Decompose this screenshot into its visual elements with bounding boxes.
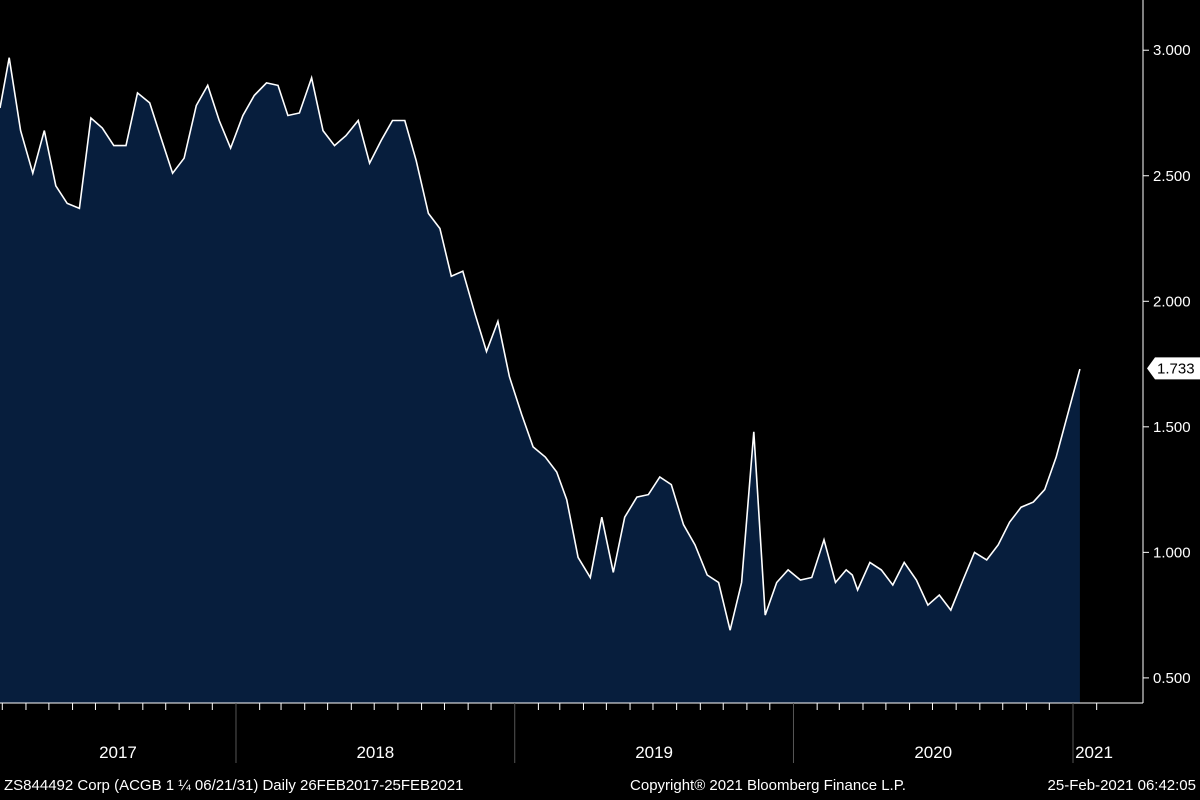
series-line bbox=[0, 57, 1081, 631]
last-value-marker: 1.733 bbox=[1147, 357, 1200, 380]
last-value-tag bbox=[1147, 357, 1200, 380]
y-axis-ticks: 0.500 1.000 1.500 2.000 2.500 3.000 bbox=[1143, 42, 1191, 687]
y-tick-label: 2.000 bbox=[1153, 293, 1191, 310]
footer: ZS844492 Corp (ACGB 1 ¼ 06/21/31) Daily … bbox=[4, 777, 1196, 794]
x-year-label: 2017 bbox=[99, 743, 137, 762]
y-tick-label: 1.000 bbox=[1153, 544, 1191, 561]
x-year-label: 2019 bbox=[635, 743, 673, 762]
y-tick-label: 1.500 bbox=[1153, 419, 1191, 436]
y-tick-label: 3.000 bbox=[1153, 42, 1191, 59]
y-tick-label: 0.500 bbox=[1153, 670, 1191, 687]
x-year-label: 2020 bbox=[914, 743, 952, 762]
series-area bbox=[0, 57, 1080, 703]
footer-ticker: ZS844492 Corp (ACGB 1 ¼ 06/21/31) Daily … bbox=[4, 777, 463, 794]
axis-layer bbox=[0, 0, 1144, 704]
footer-timestamp: 25-Feb-2021 06:42:05 bbox=[1048, 777, 1196, 794]
area-layer bbox=[0, 57, 1081, 703]
y-tick-label: 2.500 bbox=[1153, 168, 1191, 185]
last-value-label: 1.733 bbox=[1157, 360, 1195, 377]
footer-copyright: Copyright® 2021 Bloomberg Finance L.P. bbox=[630, 777, 906, 794]
x-axis-years: 2017 2018 2019 2020 2021 bbox=[1, 703, 1113, 763]
x-year-label: 2021 bbox=[1075, 743, 1113, 762]
x-year-label: 2018 bbox=[356, 743, 394, 762]
